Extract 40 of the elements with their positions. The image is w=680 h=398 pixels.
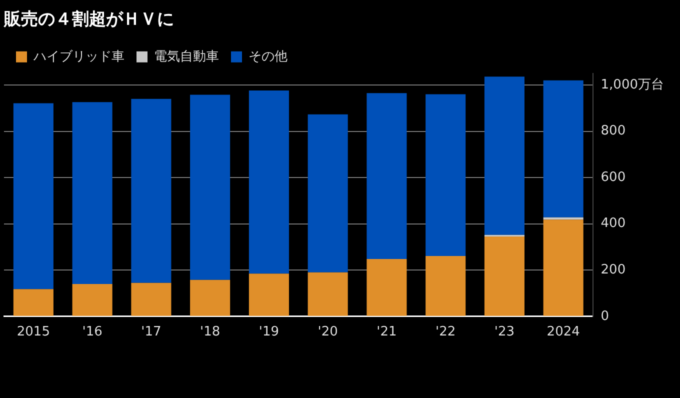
legend-label: 電気自動車 [154, 49, 219, 64]
y-tick-label: 200 [600, 262, 626, 278]
bar [543, 220, 584, 316]
bar [13, 289, 54, 316]
x-tick-label: 2024 [546, 324, 580, 340]
legend-label: その他 [248, 49, 288, 64]
x-tick-label: '21 [376, 324, 397, 340]
bar [72, 284, 112, 316]
y-tick-label: 1,000万台 [600, 77, 664, 92]
x-tick-label: '22 [436, 324, 456, 340]
bar [131, 282, 172, 316]
x-tick-label: '20 [318, 324, 338, 340]
bar [543, 80, 584, 218]
x-tick-label: '17 [141, 324, 162, 340]
x-tick-label: '23 [494, 324, 515, 340]
legend-label: ハイブリッド車 [32, 49, 124, 64]
bar [248, 90, 289, 274]
x-tick-label: '16 [82, 324, 102, 340]
bar [484, 236, 524, 316]
bar [484, 76, 524, 235]
bar [131, 98, 172, 283]
y-tick-label: 600 [600, 170, 626, 185]
chart-title: 販売の４割超がＨＶに [3, 10, 174, 30]
y-tick-label: 0 [600, 308, 610, 324]
bar [366, 93, 407, 260]
bar [426, 94, 466, 256]
bar [248, 274, 289, 316]
bar [308, 272, 348, 316]
bar [190, 94, 230, 280]
y-tick-label: 400 [600, 216, 626, 232]
bar [190, 280, 230, 316]
bar [13, 103, 54, 290]
x-tick-label: '19 [258, 324, 280, 340]
bar [72, 102, 112, 284]
x-tick-label: '18 [200, 324, 220, 340]
bar [308, 114, 348, 272]
y-tick-label: 800 [600, 124, 626, 139]
bar [426, 256, 466, 316]
bar [366, 259, 407, 316]
x-tick-label: 2015 [16, 324, 50, 340]
